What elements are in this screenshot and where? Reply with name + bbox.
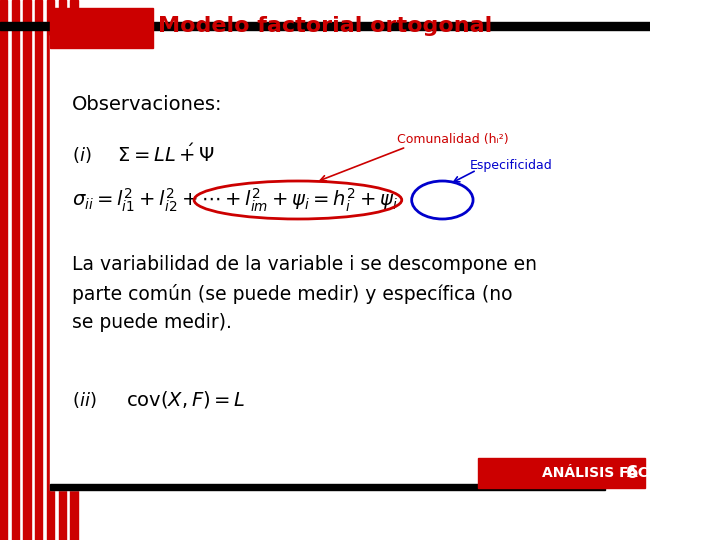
Text: $\Sigma = LL\' + \Psi$: $\Sigma = LL\' + \Psi$	[117, 144, 215, 166]
Bar	[59, 0, 66, 540]
Text: $\mathrm{cov}(X, F) = L$: $\mathrm{cov}(X, F) = L$	[127, 389, 246, 410]
Text: Modelo factorial ortogonal: Modelo factorial ortogonal	[158, 16, 492, 36]
Text: $(i)$: $(i)$	[72, 145, 91, 165]
Text: ANÁLISIS FACTORIAL: ANÁLISIS FACTORIAL	[541, 466, 705, 480]
Bar	[47, 0, 54, 540]
Bar	[12, 0, 19, 540]
Bar	[71, 0, 78, 540]
Bar	[0, 22, 650, 30]
Bar	[50, 8, 153, 48]
Bar	[50, 484, 605, 490]
Text: 6: 6	[626, 464, 638, 482]
Text: Observaciones:: Observaciones:	[72, 96, 222, 114]
Text: $\sigma_{ii} = l_{i1}^2 + l_{i2}^2 + \cdots + l_{im}^2 + \psi_i = h_i^2 + \psi_i: $\sigma_{ii} = l_{i1}^2 + l_{i2}^2 + \cd…	[72, 186, 399, 214]
Bar	[24, 0, 31, 540]
Bar	[479, 458, 646, 488]
Bar	[35, 0, 42, 540]
Bar	[50, 35, 641, 490]
Text: $(ii)$: $(ii)$	[72, 390, 96, 410]
Text: Comunalidad (hᵢ²): Comunalidad (hᵢ²)	[397, 133, 509, 146]
Text: Especificidad: Especificidad	[469, 159, 552, 172]
Bar	[0, 0, 7, 540]
Text: La variabilidad de la variable i se descompone en
parte común (se puede medir) y: La variabilidad de la variable i se desc…	[72, 255, 537, 332]
